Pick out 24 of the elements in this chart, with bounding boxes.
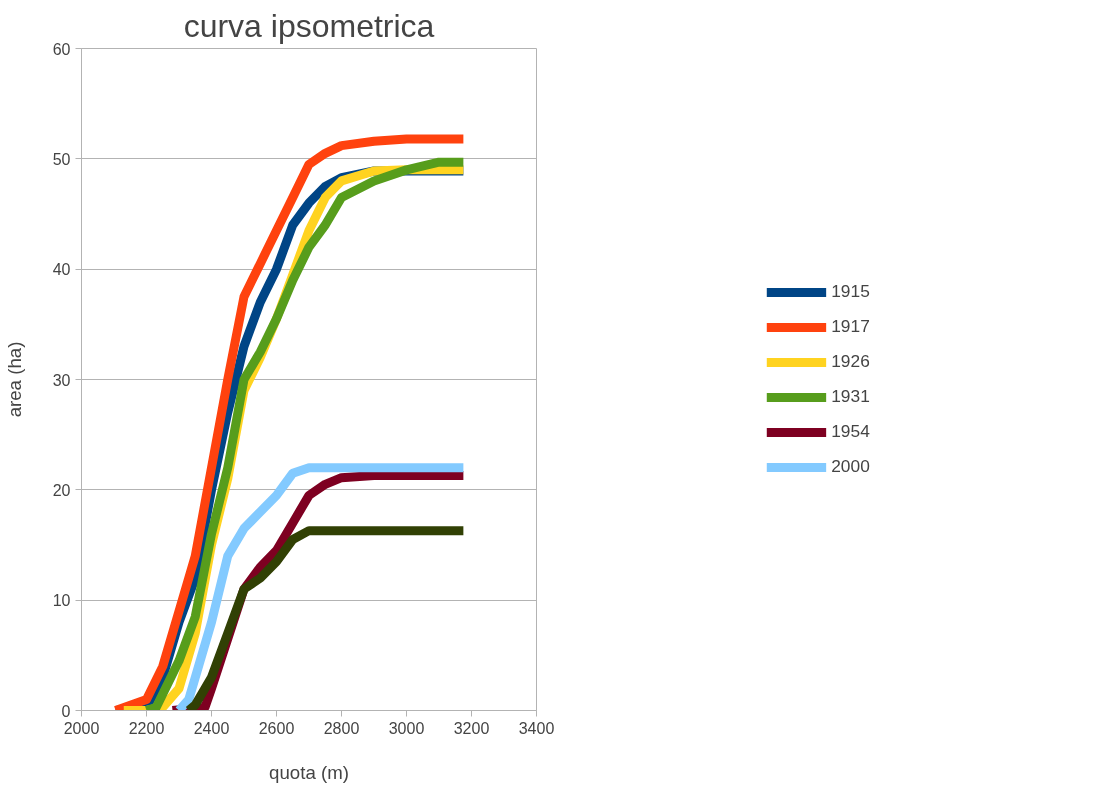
y-tick-label: 30 [52, 371, 71, 389]
x-tick-label: 2000 [63, 719, 100, 737]
legend-label: 2000 [831, 456, 870, 477]
x-axis-title: quota (m) [269, 761, 349, 783]
x-tick-label: 2400 [193, 719, 230, 737]
legend-label: 1931 [831, 386, 870, 407]
x-tick-label: 2800 [323, 719, 360, 737]
y-tick-label: 50 [52, 150, 71, 168]
y-axis-title: area (ha) [3, 341, 25, 418]
legend-label: 1915 [831, 281, 870, 302]
x-tick-label: 3000 [388, 719, 425, 737]
x-tick-label: 3400 [518, 719, 555, 737]
x-tick-label: 3200 [453, 719, 490, 737]
y-tick-label: 10 [52, 592, 71, 610]
y-tick-label: 60 [52, 40, 71, 58]
y-tick-label: 40 [52, 261, 71, 279]
y-tick-label: 20 [52, 481, 71, 499]
x-tick-label: 2200 [128, 719, 165, 737]
legend-label: 1917 [831, 316, 870, 337]
legend-label: 1954 [831, 421, 870, 442]
y-tick-label: 0 [61, 702, 71, 720]
chart-title: curva ipsometrica [183, 7, 435, 44]
legend-label: 1926 [831, 351, 870, 372]
x-tick-label: 2600 [258, 719, 295, 737]
